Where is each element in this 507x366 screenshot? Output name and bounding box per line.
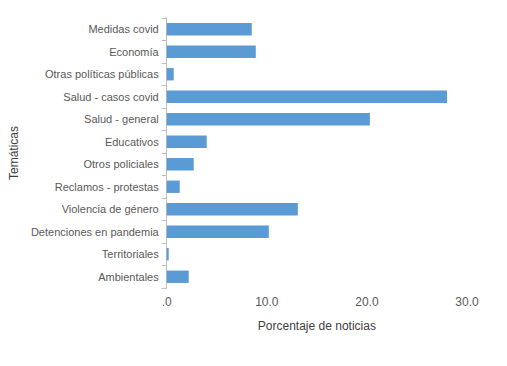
- svg-text:Medidas covid: Medidas covid: [88, 23, 158, 35]
- svg-text:Ambientales: Ambientales: [98, 271, 159, 283]
- svg-text:Territoriales: Territoriales: [102, 248, 159, 260]
- svg-text:20.0: 20.0: [355, 295, 379, 309]
- svg-text:.0: .0: [162, 295, 172, 309]
- svg-text:Economía: Economía: [109, 46, 159, 58]
- svg-text:Salud - casos covid: Salud - casos covid: [63, 91, 158, 103]
- svg-text:Reclamos - protestas: Reclamos - protestas: [55, 181, 159, 193]
- svg-text:Porcentaje de noticias: Porcentaje de noticias: [258, 319, 376, 333]
- svg-text:Otras políticas públicas: Otras políticas públicas: [45, 68, 159, 80]
- svg-text:Otros policiales: Otros policiales: [84, 158, 160, 170]
- svg-text:10.0: 10.0: [255, 295, 279, 309]
- svg-text:Educativos: Educativos: [105, 136, 159, 148]
- svg-text:Violencia de género: Violencia de género: [62, 203, 159, 215]
- svg-text:30.0: 30.0: [455, 295, 479, 309]
- svg-text:Temáticas: Temáticas: [7, 126, 21, 180]
- svg-text:Detenciones en pandemia: Detenciones en pandemia: [31, 226, 160, 238]
- svg-text:Salud - general: Salud - general: [84, 113, 159, 125]
